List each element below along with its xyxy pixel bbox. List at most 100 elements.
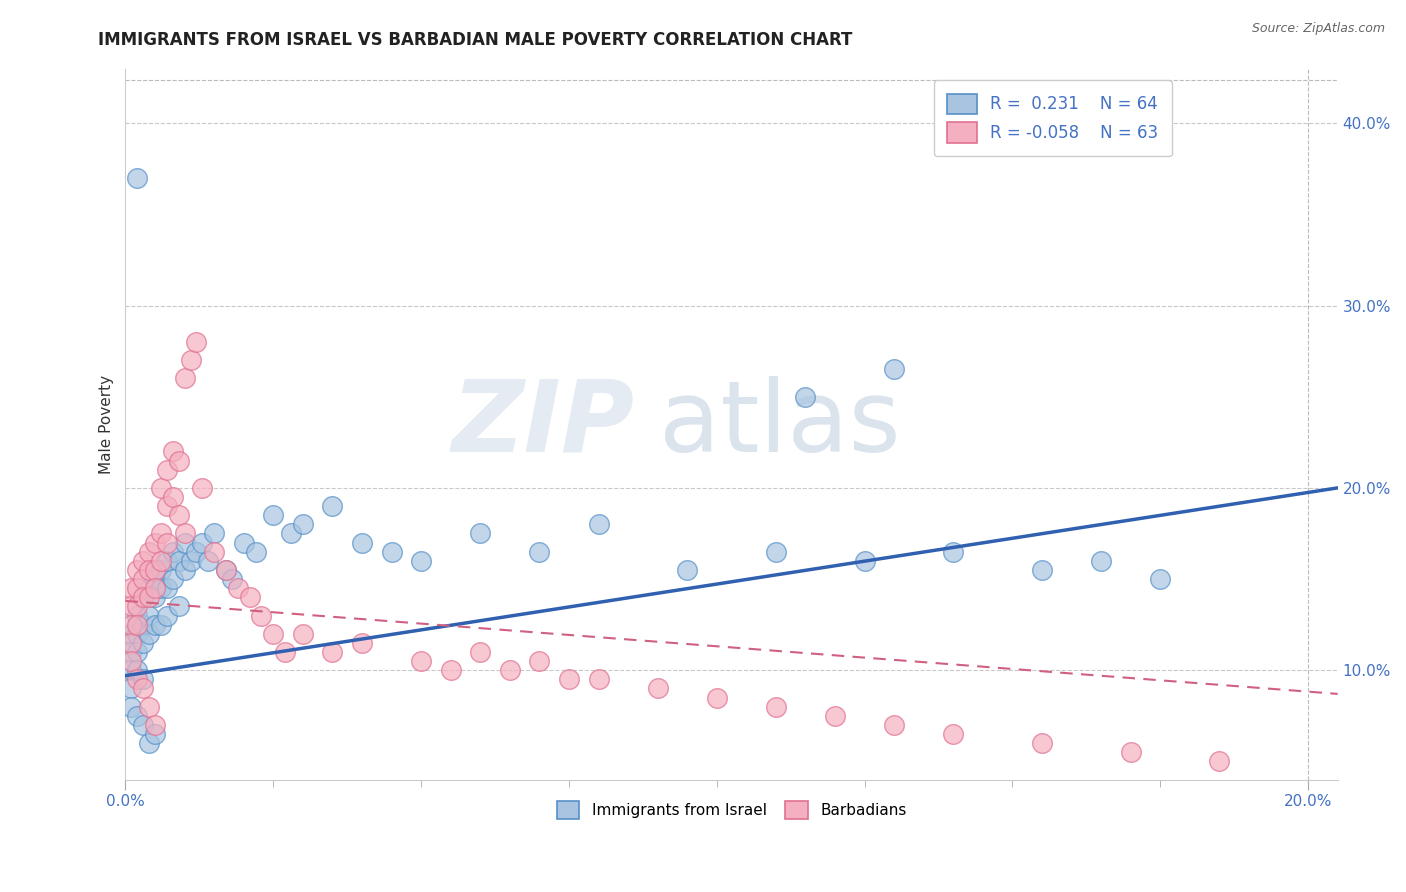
Point <box>162 544 184 558</box>
Point <box>824 708 846 723</box>
Point <box>138 544 160 558</box>
Point <box>120 636 142 650</box>
Point <box>132 673 155 687</box>
Point <box>138 626 160 640</box>
Point <box>156 499 179 513</box>
Text: atlas: atlas <box>659 376 900 473</box>
Point <box>180 353 202 368</box>
Legend: Immigrants from Israel, Barbadians: Immigrants from Israel, Barbadians <box>551 795 912 825</box>
Point <box>202 526 225 541</box>
Point <box>274 645 297 659</box>
Point <box>529 654 551 668</box>
Point <box>1119 745 1142 759</box>
Point <box>167 599 190 614</box>
Point <box>127 617 149 632</box>
Point <box>156 608 179 623</box>
Point <box>132 591 155 605</box>
Point <box>127 626 149 640</box>
Point <box>321 499 343 513</box>
Point <box>250 608 273 623</box>
Point <box>173 535 195 549</box>
Point <box>132 681 155 696</box>
Point <box>173 563 195 577</box>
Point <box>149 481 172 495</box>
Point <box>765 699 787 714</box>
Point <box>127 663 149 677</box>
Point <box>162 490 184 504</box>
Point <box>262 626 284 640</box>
Point <box>350 636 373 650</box>
Point <box>143 591 166 605</box>
Point <box>138 608 160 623</box>
Point <box>942 727 965 741</box>
Point <box>120 654 142 668</box>
Point <box>156 463 179 477</box>
Point <box>120 599 142 614</box>
Point <box>143 727 166 741</box>
Point <box>588 673 610 687</box>
Point <box>191 481 214 495</box>
Point <box>853 554 876 568</box>
Point <box>167 453 190 467</box>
Point <box>120 699 142 714</box>
Point <box>239 591 262 605</box>
Point <box>127 581 149 595</box>
Point <box>143 617 166 632</box>
Point <box>647 681 669 696</box>
Point <box>149 617 172 632</box>
Point <box>1031 736 1053 750</box>
Point <box>499 663 522 677</box>
Point <box>350 535 373 549</box>
Point <box>215 563 238 577</box>
Point <box>143 535 166 549</box>
Point <box>149 526 172 541</box>
Point <box>167 554 190 568</box>
Point <box>470 526 492 541</box>
Point <box>162 572 184 586</box>
Point <box>440 663 463 677</box>
Point <box>202 544 225 558</box>
Point <box>291 517 314 532</box>
Point <box>232 535 254 549</box>
Text: IMMIGRANTS FROM ISRAEL VS BARBADIAN MALE POVERTY CORRELATION CHART: IMMIGRANTS FROM ISRAEL VS BARBADIAN MALE… <box>98 31 853 49</box>
Point <box>120 681 142 696</box>
Point <box>1090 554 1112 568</box>
Point <box>120 626 142 640</box>
Point <box>143 718 166 732</box>
Point <box>558 673 581 687</box>
Point <box>127 170 149 185</box>
Point <box>883 362 905 376</box>
Point <box>280 526 302 541</box>
Point <box>321 645 343 659</box>
Y-axis label: Male Poverty: Male Poverty <box>100 375 114 474</box>
Point <box>1208 755 1230 769</box>
Point <box>132 554 155 568</box>
Point <box>186 544 208 558</box>
Point <box>156 554 179 568</box>
Point <box>588 517 610 532</box>
Point <box>262 508 284 523</box>
Point <box>132 636 155 650</box>
Point <box>127 708 149 723</box>
Point <box>143 563 166 577</box>
Point <box>411 554 433 568</box>
Point <box>191 535 214 549</box>
Point <box>215 563 238 577</box>
Point <box>132 591 155 605</box>
Point <box>529 544 551 558</box>
Point <box>120 617 142 632</box>
Point <box>138 736 160 750</box>
Point <box>120 663 142 677</box>
Point <box>180 554 202 568</box>
Point <box>127 599 149 614</box>
Point <box>226 581 249 595</box>
Point <box>173 526 195 541</box>
Point <box>156 535 179 549</box>
Point <box>186 334 208 349</box>
Point <box>156 581 179 595</box>
Point <box>120 581 142 595</box>
Point <box>883 718 905 732</box>
Point <box>132 718 155 732</box>
Point <box>127 608 149 623</box>
Point <box>1149 572 1171 586</box>
